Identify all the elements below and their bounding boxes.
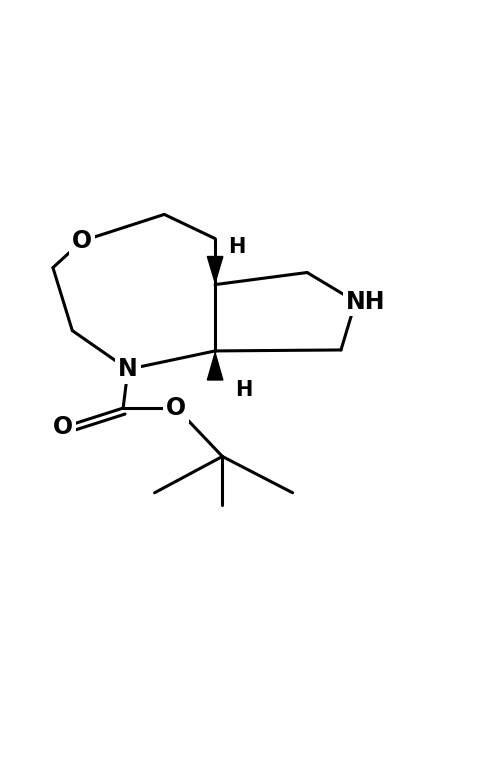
Polygon shape [207, 256, 223, 283]
Text: N: N [118, 357, 138, 381]
Text: O: O [53, 415, 73, 440]
Text: O: O [166, 396, 186, 420]
Text: NH: NH [346, 290, 385, 314]
Polygon shape [207, 353, 223, 380]
Text: H: H [228, 236, 246, 257]
Text: O: O [72, 229, 92, 253]
Text: H: H [236, 380, 253, 399]
